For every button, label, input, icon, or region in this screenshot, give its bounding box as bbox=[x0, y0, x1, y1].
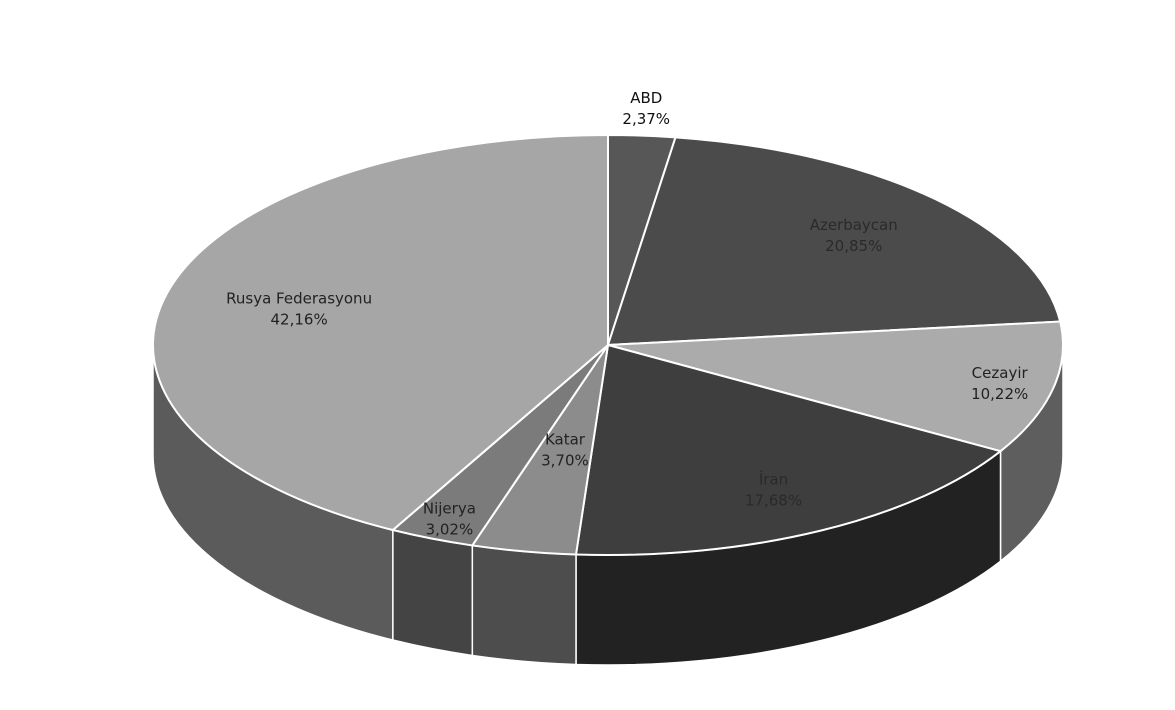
pie-side bbox=[471, 544, 577, 666]
pie-slice bbox=[574, 343, 1003, 556]
pie-slice bbox=[152, 133, 609, 532]
slice-value: 2,37% bbox=[622, 110, 670, 128]
pie-slice bbox=[607, 320, 1065, 453]
slice-value: 3,70% bbox=[541, 452, 589, 470]
pie-side bbox=[392, 529, 474, 657]
slice-label: İran bbox=[759, 469, 788, 488]
slice-value: 10,22% bbox=[971, 385, 1028, 403]
slice-label: Nijerya bbox=[423, 500, 476, 518]
slice-value: 3,02% bbox=[426, 521, 474, 539]
slice-value: 42,16% bbox=[271, 311, 328, 329]
slice-label: ABD bbox=[630, 89, 662, 107]
slice-label: Azerbaycan bbox=[810, 216, 898, 234]
pie-slice bbox=[606, 136, 1062, 347]
slice-label: Rusya Federasyonu bbox=[226, 290, 372, 308]
slice-value: 17,68% bbox=[745, 491, 802, 509]
slice-label: Katar bbox=[545, 431, 586, 449]
slice-label: Cezayir bbox=[972, 364, 1029, 382]
slice-value: 20,85% bbox=[825, 237, 882, 255]
